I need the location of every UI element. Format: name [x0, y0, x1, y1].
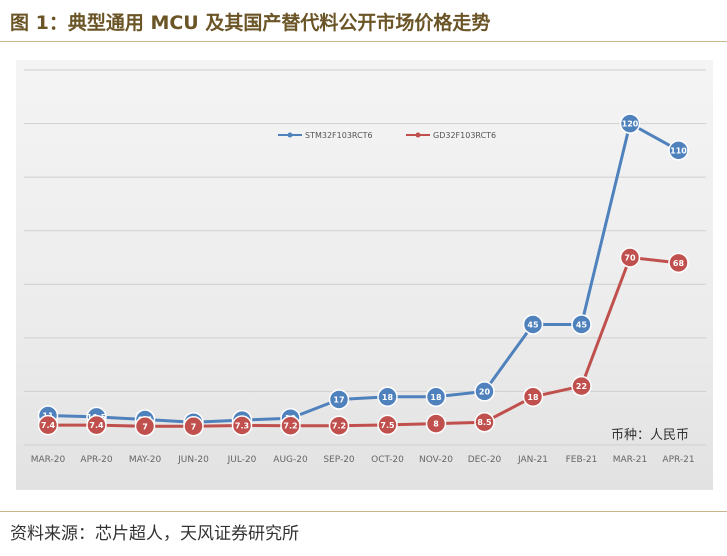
data-label: 7 — [142, 422, 148, 431]
data-point — [571, 375, 592, 397]
data-label: 7.5 — [380, 421, 395, 430]
data-point — [231, 415, 253, 436]
data-point — [619, 113, 641, 134]
x-tick-label: JUL-20 — [227, 455, 257, 465]
data-point — [522, 314, 544, 335]
x-tick-label: AUG-20 — [273, 455, 308, 465]
data-point — [425, 386, 447, 408]
data-label: 7.2 — [283, 422, 297, 431]
x-tick-label: MAR-21 — [613, 455, 648, 465]
legend: STM32F103RCT6 GD32F103RCT6 — [278, 131, 496, 140]
chart-svg: MAR-20 APR-20 MAY-20 JUN-20 JUL-20 AUG-20 SEP-… — [24, 69, 706, 465]
data-point — [37, 414, 59, 436]
data-point — [86, 414, 107, 436]
x-tick-label: DEC-20 — [468, 455, 502, 465]
data-point — [668, 140, 689, 161]
data-point — [522, 386, 544, 408]
data-label: 20 — [479, 387, 491, 396]
data-label: 18 — [382, 393, 394, 402]
series-line — [48, 256, 679, 428]
data-label: 17 — [333, 395, 344, 404]
data-label: 120 — [622, 120, 639, 129]
x-tick-label: FEB-21 — [566, 455, 598, 465]
data-point — [134, 416, 156, 437]
x-tick-label: APR-20 — [80, 455, 112, 465]
source-divider — [0, 511, 727, 512]
grid-lines — [24, 69, 706, 446]
x-tick-label: APR-21 — [662, 455, 694, 465]
data-label: 7.3 — [235, 421, 249, 430]
x-tick-label: OCT-20 — [371, 455, 404, 465]
data-point — [571, 314, 592, 335]
data-point — [668, 252, 689, 274]
data-point — [425, 413, 447, 434]
figure-title: 图 1：典型通用 MCU 及其国产替代料公开市场价格走势 — [10, 12, 491, 34]
data-point — [474, 381, 495, 402]
data-point — [377, 386, 398, 408]
data-point — [328, 389, 350, 410]
data-point — [183, 416, 204, 437]
title-divider — [0, 41, 727, 42]
data-point — [377, 414, 398, 436]
data-label: 70 — [624, 254, 636, 263]
data-label: 8.5 — [477, 418, 492, 427]
data-point — [474, 411, 495, 433]
data-label: 7.2 — [332, 422, 346, 431]
series-layer: 1110.59.58.59.3101718182045451201107.47.… — [37, 113, 689, 437]
x-tick-label: SEP-20 — [323, 455, 355, 465]
data-label: 7 — [191, 422, 197, 431]
data-point — [619, 247, 641, 268]
data-label: 7.4 — [41, 421, 56, 430]
data-point — [328, 415, 350, 436]
data-label: 68 — [673, 259, 685, 268]
data-label: 22 — [576, 382, 587, 391]
data-label: 18 — [527, 393, 539, 402]
x-tick-label: JAN-21 — [517, 455, 548, 465]
data-label: 7.4 — [89, 421, 104, 430]
currency-annotation: 币种：人民币 — [611, 428, 689, 443]
data-label: 18 — [430, 393, 442, 402]
chart-panel: MAR-20 APR-20 MAY-20 JUN-20 JUL-20 AUG-20 SEP-… — [16, 60, 713, 490]
figure-source: 资料来源：芯片超人，天风证券研究所 — [10, 524, 299, 544]
data-label: 45 — [576, 320, 588, 329]
data-label: 8 — [433, 420, 439, 429]
x-tick-label: MAY-20 — [129, 455, 162, 465]
legend-marker — [415, 132, 421, 138]
x-tick-label: NOV-20 — [419, 455, 453, 465]
data-label: 45 — [527, 320, 539, 329]
data-label: 110 — [670, 146, 687, 155]
legend-label: GD32F103RCT6 — [433, 131, 496, 140]
legend-marker — [287, 132, 293, 138]
x-axis: MAR-20 APR-20 MAY-20 JUN-20 JUL-20 AUG-20 SEP-… — [31, 455, 695, 465]
data-point — [280, 415, 301, 436]
x-tick-label: MAR-20 — [31, 455, 66, 465]
x-tick-label: JUN-20 — [177, 455, 209, 465]
legend-label: STM32F103RCT6 — [305, 131, 373, 140]
